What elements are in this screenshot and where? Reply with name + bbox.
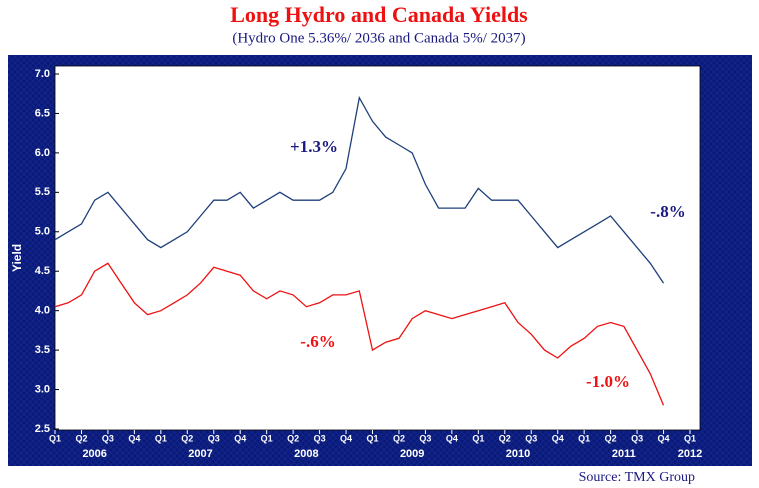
y-tick-label: 6.0	[35, 147, 50, 159]
year-label: 2009	[400, 448, 424, 460]
y-axis-label: Yield	[10, 244, 24, 272]
y-tick-label: 5.0	[35, 226, 50, 238]
source: Source: TMX Group	[579, 470, 695, 485]
y-tick-label: 5.5	[35, 186, 50, 198]
year-label: 2008	[294, 448, 318, 460]
line-series	[54, 262, 665, 406]
x-tick-label: Q3	[525, 433, 537, 443]
year-label: 2006	[82, 448, 106, 460]
annotation: -1.0%	[586, 372, 630, 391]
y-tick-label: 7.0	[35, 68, 50, 80]
chart-title: Long Hydro and Canada Yields	[230, 2, 528, 27]
x-tick-label: Q4	[340, 433, 352, 443]
y-tick-label: 3.0	[35, 383, 50, 395]
x-tick-label: Q2	[393, 433, 405, 443]
x-tick-label: Q3	[419, 433, 431, 443]
x-tick-label: Q1	[684, 433, 696, 443]
annotation: -.8%	[650, 202, 685, 221]
annotation: +1.3%	[290, 137, 338, 156]
chart-subtitle: (Hydro One 5.36%/ 2036 and Canada 5%/ 20…	[232, 30, 525, 46]
y-tick-label: 2.5	[35, 423, 50, 435]
x-tick-label: Q2	[75, 433, 87, 443]
x-tick-label: Q1	[155, 433, 167, 443]
x-tick-label: Q1	[261, 433, 273, 443]
x-tick-label: Q2	[181, 433, 193, 443]
x-tick-label: Q1	[578, 433, 590, 443]
annotation: -.6%	[300, 332, 335, 351]
y-tick-label: 3.5	[35, 344, 50, 356]
x-tick-label: Q2	[499, 433, 511, 443]
x-tick-label: Q4	[128, 433, 140, 443]
x-tick-label: Q1	[366, 433, 378, 443]
x-tick-label: Q2	[287, 433, 299, 443]
x-tick-label: Q3	[314, 433, 326, 443]
line-series	[54, 95, 665, 284]
year-label: 2007	[188, 448, 212, 460]
y-tick-label: 4.0	[35, 305, 50, 317]
year-label: 2012	[678, 448, 702, 460]
x-tick-label: Q2	[605, 433, 617, 443]
x-tick-label: Q1	[49, 433, 61, 443]
x-tick-label: Q4	[234, 433, 246, 443]
x-tick-label: Q3	[631, 433, 643, 443]
year-label: 2010	[506, 448, 530, 460]
x-tick-label: Q1	[472, 433, 484, 443]
year-label: 2011	[612, 448, 636, 460]
x-tick-label: Q3	[102, 433, 114, 443]
x-tick-label: Q4	[552, 433, 564, 443]
y-tick-label: 4.5	[35, 265, 50, 277]
x-tick-label: Q4	[446, 433, 458, 443]
y-tick-label: 6.5	[35, 107, 50, 119]
x-tick-label: Q4	[658, 433, 670, 443]
x-tick-label: Q3	[208, 433, 220, 443]
